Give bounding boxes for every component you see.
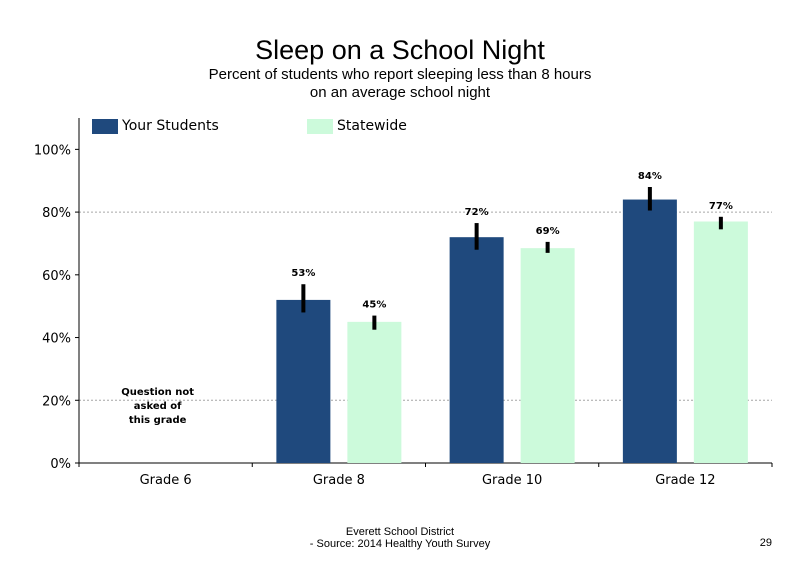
y-tick-label: 20% xyxy=(42,394,71,409)
x-category-label: Grade 10 xyxy=(482,473,542,488)
annotation-text: Question not xyxy=(121,387,194,398)
y-tick-label: 0% xyxy=(50,457,71,472)
bar-your-students xyxy=(276,299,331,463)
x-category-label: Grade 8 xyxy=(313,473,365,488)
bar-statewide xyxy=(693,221,748,463)
bar-statewide xyxy=(520,248,575,463)
data-label: 77% xyxy=(709,201,733,212)
bar-your-students xyxy=(622,199,677,463)
y-tick-label: 80% xyxy=(42,206,71,221)
legend-swatch-your-students xyxy=(92,118,118,134)
y-tick-label: 60% xyxy=(42,269,71,284)
data-label: 45% xyxy=(362,300,386,311)
annotation-text: this grade xyxy=(129,415,187,426)
data-label: 84% xyxy=(638,171,662,182)
legend-label-your-students: Your Students xyxy=(122,118,219,134)
page-number: 29 xyxy=(759,537,772,549)
chart-title: Sleep on a School Night xyxy=(255,35,545,65)
y-tick-label: 40% xyxy=(42,332,71,347)
chart-subtitle: Percent of students who report sleeping … xyxy=(208,66,592,101)
data-label: 53% xyxy=(291,268,315,279)
data-label: 72% xyxy=(465,207,489,218)
y-tick-label: 100% xyxy=(34,143,71,158)
legend-item-your-students: Your Students xyxy=(92,118,219,134)
footer: Everett School District - Source: 2014 H… xyxy=(250,526,550,550)
legend-item-statewide: Statewide xyxy=(307,118,407,134)
legend-label-statewide: Statewide xyxy=(337,118,407,134)
legend-swatch-statewide xyxy=(307,118,333,134)
data-label: 69% xyxy=(536,226,560,237)
bar-your-students xyxy=(449,237,504,463)
bar-statewide xyxy=(347,321,402,463)
annotation-text: asked of xyxy=(134,401,182,412)
x-category-label: Grade 12 xyxy=(655,473,715,488)
x-category-label: Grade 6 xyxy=(140,473,192,488)
footer-district: Everett School District xyxy=(345,526,455,538)
footer-source: - Source: 2014 Healthy Youth Survey xyxy=(309,538,491,550)
